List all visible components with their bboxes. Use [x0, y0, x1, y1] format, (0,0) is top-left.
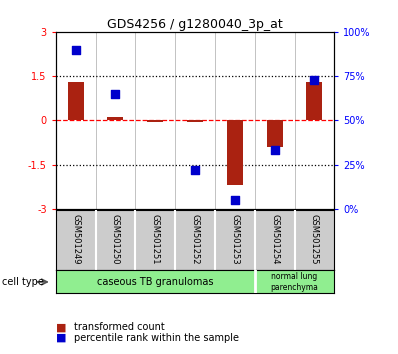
Point [72, 47, 79, 52]
Text: cell type: cell type [2, 277, 44, 287]
Text: GSM501249: GSM501249 [71, 215, 80, 265]
Text: normal lung
parenchyma: normal lung parenchyma [271, 272, 318, 292]
Bar [107, 118, 123, 120]
Point [311, 77, 318, 82]
Bar [306, 82, 322, 120]
Bar [68, 82, 84, 120]
Text: GSM501254: GSM501254 [270, 215, 279, 265]
Bar [147, 120, 163, 122]
Text: percentile rank within the sample: percentile rank within the sample [74, 333, 239, 343]
Text: caseous TB granulomas: caseous TB granulomas [97, 277, 213, 287]
Title: GDS4256 / g1280040_3p_at: GDS4256 / g1280040_3p_at [107, 18, 283, 31]
Text: GSM501250: GSM501250 [111, 215, 120, 265]
Bar [187, 120, 203, 122]
Point [112, 91, 119, 97]
Bar [267, 120, 283, 147]
Text: ■: ■ [56, 322, 66, 332]
Text: transformed count: transformed count [74, 322, 164, 332]
Text: GSM501252: GSM501252 [191, 215, 199, 265]
Text: GSM501255: GSM501255 [310, 215, 319, 265]
Text: GSM501253: GSM501253 [230, 214, 239, 265]
Point [192, 167, 198, 173]
Point [271, 148, 278, 153]
Text: ■: ■ [56, 333, 66, 343]
Point [232, 197, 238, 203]
Bar [227, 120, 243, 185]
Text: GSM501251: GSM501251 [151, 215, 160, 265]
